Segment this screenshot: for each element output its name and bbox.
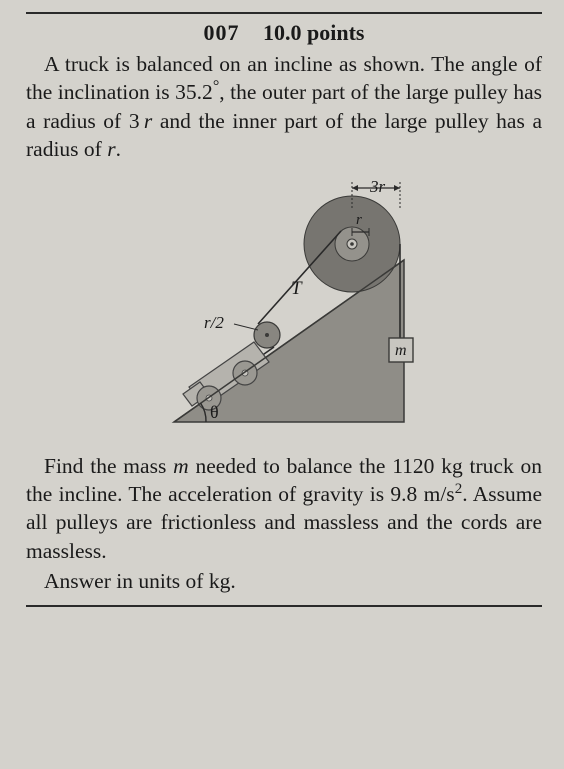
label-m: m xyxy=(395,342,407,359)
small-pulley-axle xyxy=(265,333,269,337)
large-pulley-axle xyxy=(350,242,354,246)
figure-container: 3r r T r/2 θ m xyxy=(26,172,542,442)
label-r2: r/2 xyxy=(204,313,224,332)
physics-diagram: 3r r T r/2 θ m xyxy=(134,172,434,442)
problem-header: 007 10.0 points xyxy=(26,20,542,46)
problem-number: 007 xyxy=(204,20,240,45)
answer-instruction: Answer in units of kg. xyxy=(26,567,542,595)
label-3r: 3r xyxy=(369,177,386,196)
r2-leader xyxy=(234,324,258,330)
label-theta: θ xyxy=(210,402,219,422)
top-rule xyxy=(26,12,542,14)
label-T: T xyxy=(291,278,303,299)
question-text: Find the mass m needed to balance the 11… xyxy=(26,452,542,566)
bottom-rule xyxy=(26,605,542,607)
problem-statement: A truck is balanced on an incline as sho… xyxy=(26,50,542,164)
problem-points: 10.0 points xyxy=(263,20,364,45)
label-r: r xyxy=(356,212,362,228)
